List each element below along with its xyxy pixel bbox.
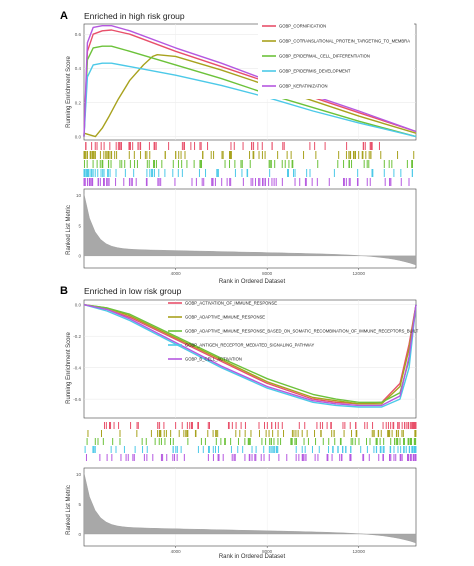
es-series-line-2: [83, 304, 417, 405]
panel-b-ylabel-top: Running Enrichment Score: [66, 331, 72, 403]
panel-a-ylabel-bottom: Ranked List Metric: [66, 205, 72, 255]
panel-b-title: Enriched in low risk group: [84, 286, 182, 296]
x-tick-label: 8000: [262, 271, 273, 276]
es-y-tick-label: -0.2: [73, 334, 81, 339]
es-series-line-4: [83, 62, 417, 138]
panel-a-ylabel-top: Running Enrichment Score: [66, 55, 72, 127]
hit-barcode-row-4: [84, 446, 417, 453]
hit-barcode-row-3: [83, 160, 414, 168]
panel-a-xlabel: Rank in Ordered Dataset: [219, 279, 286, 285]
legend-label: GOBP_B_CELL_ACTIVATION: [185, 357, 242, 362]
metric-y-tick-label: 5: [78, 502, 81, 507]
es-y-tick-label: 0.0: [75, 303, 82, 308]
es-y-tick-label: 0.4: [75, 66, 82, 71]
es-series-line-5: [83, 304, 417, 407]
es-y-tick-label: -0.6: [73, 397, 81, 402]
panel-a-title: Enriched in high risk group: [84, 11, 185, 21]
legend-label: GOBP_CORNIFICATION: [279, 24, 326, 29]
es-y-tick-label: 0.6: [75, 32, 82, 37]
x-tick-label: 4000: [171, 271, 182, 276]
x-tick-label: 8000: [262, 549, 273, 554]
legend-label: GOBP_ANTIGEN_RECEPTOR_MEDIATED_SIGNALING…: [185, 343, 315, 348]
hit-barcode-row-1: [103, 422, 417, 429]
es-series-line-3: [83, 45, 417, 138]
ranked-metric-area: [83, 472, 417, 544]
x-tick-label: 12000: [353, 549, 366, 554]
hit-barcode-row-4: [83, 169, 413, 177]
es-y-tick-label: 0.0: [75, 134, 82, 139]
es-plot-frame: [83, 23, 417, 141]
es-series-line-1: [83, 29, 417, 137]
es-y-tick-label: 0.2: [75, 100, 82, 105]
x-tick-label: 12000: [353, 271, 366, 276]
hit-barcode-row-2: [87, 430, 417, 437]
legend-background: [258, 22, 414, 99]
metric-y-tick-label: 0: [78, 532, 81, 537]
x-tick-label: 4000: [171, 549, 182, 554]
legend: GOBP_ACTIVATION_OF_IMMUNE_RESPONSE GOBP_A…: [168, 301, 419, 362]
legend-label: GOBP_EPIDERMAL_CELL_DIFFERENTIATION: [279, 54, 370, 59]
legend-label: GOBP_COTRANSLATIONAL_PROTEIN_TARGETING_T…: [279, 39, 410, 44]
panel-b-plot: 0.0 -0.2 -0.4 -0.6 GOBP_ACTIVATION_OF_IMMUNE…: [73, 299, 419, 554]
es-series-line-1: [83, 304, 417, 405]
legend: GOBP_CORNIFICATION GOBP_COTRANSLATIONAL_P…: [258, 22, 414, 99]
panel-b: B Enriched in low risk group Running Enr…: [60, 285, 286, 560]
hit-barcode-row-1: [85, 142, 380, 150]
metric-y-tick-label: 0: [78, 254, 81, 259]
hit-barcode-row-5: [85, 454, 417, 461]
ranked-metric-area: [83, 193, 417, 266]
es-y-tick-label: -0.4: [73, 365, 81, 370]
panel-a: A Enriched in high risk group Running En…: [60, 10, 286, 285]
es-series-line-4: [83, 304, 417, 408]
panel-a-letter: A: [60, 10, 68, 22]
legend-label: GOBP_ACTIVATION_OF_IMMUNE_RESPONSE: [185, 301, 277, 306]
panel-b-letter: B: [60, 285, 68, 297]
legend-label: GOBP_KERATINIZATION: [279, 84, 327, 89]
metric-y-tick-label: 5: [78, 223, 81, 228]
panel-b-ylabel-bottom: Ranked List Metric: [66, 485, 72, 535]
legend-label: GOBP_EPIDERMIS_DEVELOPMENT: [279, 69, 351, 74]
hit-barcode-row-2: [83, 151, 415, 159]
es-series-line-3: [83, 304, 417, 403]
hit-barcode-row-3: [86, 438, 417, 445]
es-plot-frame: [83, 299, 417, 419]
legend-label: GOBP_ADAPTIVE_IMMUNE_RESPONSE_BASED_ON_S…: [185, 329, 419, 334]
panel-a-plot: 0.6 0.4 0.2 0.0 GOBP_CORNIFICATION GOBP_COTRA…: [75, 22, 417, 276]
panel-b-xlabel: Rank in Ordered Dataset: [219, 554, 286, 560]
legend-label: GOBP_ADAPTIVE_IMMUNE_RESPONSE: [185, 315, 265, 320]
metric-y-tick-label: 10: [76, 472, 82, 477]
hit-barcode-row-5: [83, 178, 410, 186]
metric-y-tick-label: 10: [76, 193, 82, 198]
